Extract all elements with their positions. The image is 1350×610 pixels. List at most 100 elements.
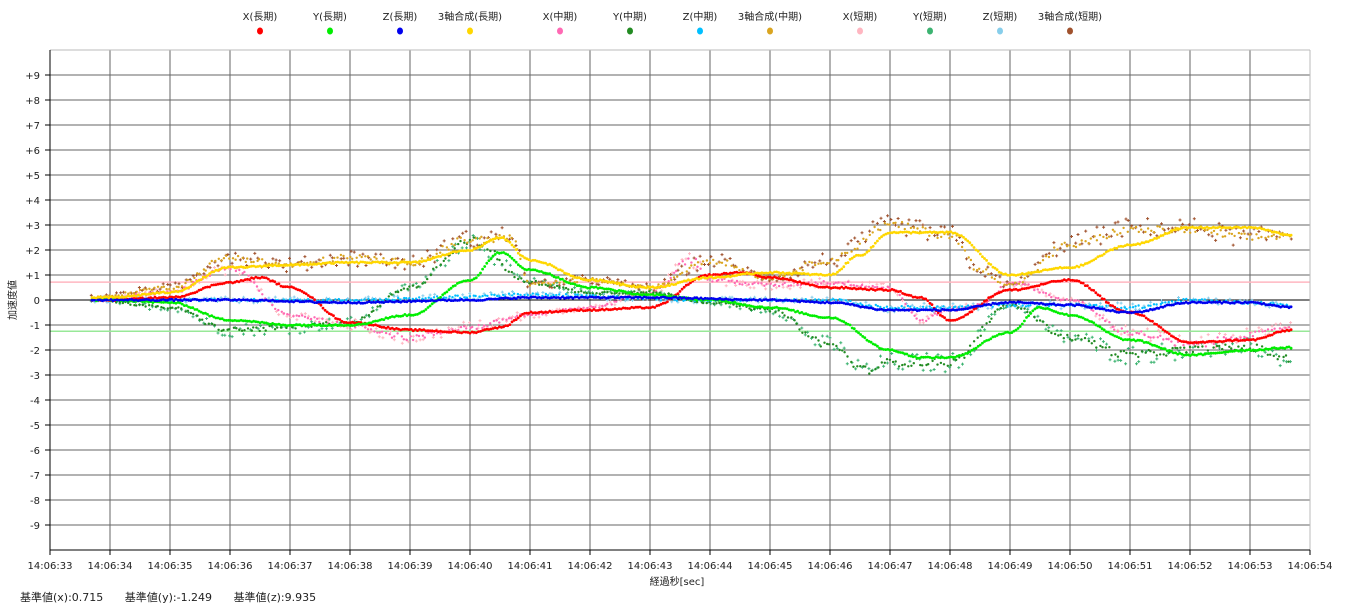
data-point <box>723 257 727 261</box>
data-point <box>1272 233 1276 236</box>
data-point <box>949 319 953 322</box>
data-point <box>485 261 489 265</box>
data-point <box>1207 339 1211 343</box>
data-point <box>927 317 930 320</box>
data-point <box>399 328 403 332</box>
data-point <box>1020 301 1024 304</box>
data-point <box>1059 307 1063 311</box>
data-point <box>709 302 713 306</box>
data-point <box>388 315 392 319</box>
data-point <box>393 300 396 304</box>
data-point <box>886 214 890 218</box>
data-point <box>1174 336 1177 340</box>
data-point <box>855 284 858 288</box>
data-point <box>176 310 180 314</box>
data-point <box>330 262 333 265</box>
data-point <box>450 242 453 246</box>
data-point <box>441 293 445 297</box>
data-point <box>607 296 610 300</box>
data-point <box>1257 354 1260 358</box>
data-point <box>1119 301 1123 305</box>
data-point <box>1075 314 1079 318</box>
data-point <box>681 271 684 274</box>
data-point <box>1137 332 1141 335</box>
data-point <box>408 285 411 288</box>
data-point <box>813 343 817 347</box>
data-point <box>463 296 466 299</box>
data-point <box>904 302 907 306</box>
data-point <box>498 258 501 262</box>
data-point <box>193 282 197 285</box>
data-point <box>523 267 526 271</box>
data-point <box>1149 304 1152 307</box>
data-point <box>611 288 615 292</box>
data-point <box>716 297 720 301</box>
data-point <box>1182 340 1186 344</box>
data-point <box>861 305 865 308</box>
data-point <box>1048 299 1052 303</box>
data-point <box>204 298 207 301</box>
data-point <box>495 326 499 330</box>
data-point <box>1105 318 1109 322</box>
data-point <box>1065 312 1068 316</box>
data-point <box>223 295 227 299</box>
data-point <box>985 298 988 302</box>
data-point <box>870 369 873 372</box>
data-point <box>579 308 583 311</box>
data-point <box>1262 348 1266 352</box>
data-point <box>510 243 514 247</box>
data-point <box>701 260 705 263</box>
data-point <box>856 358 860 362</box>
data-point <box>479 271 482 275</box>
data-point <box>978 304 982 308</box>
data-point <box>558 281 561 284</box>
data-point <box>724 264 728 267</box>
data-point <box>981 304 984 308</box>
data-point <box>1021 304 1024 307</box>
data-point <box>1218 344 1221 348</box>
data-point <box>247 274 250 277</box>
data-point <box>250 260 253 264</box>
data-point <box>649 293 652 296</box>
data-point <box>1262 302 1266 305</box>
data-point <box>888 289 892 292</box>
data-point <box>531 295 535 299</box>
data-point <box>315 324 319 327</box>
data-point <box>403 300 407 303</box>
data-point <box>407 313 411 317</box>
data-point <box>187 293 191 296</box>
data-point <box>378 261 382 265</box>
data-point <box>1145 327 1149 331</box>
data-point <box>229 267 232 271</box>
data-point <box>528 282 531 285</box>
data-point <box>926 308 930 312</box>
data-point <box>531 268 535 272</box>
data-point <box>274 307 277 311</box>
data-point <box>500 236 503 240</box>
data-point <box>1058 312 1062 315</box>
data-point <box>1122 349 1126 353</box>
data-point <box>462 249 466 253</box>
data-point <box>1287 306 1291 310</box>
data-point <box>1092 289 1096 292</box>
data-point <box>758 275 762 278</box>
data-point <box>373 330 376 333</box>
data-point <box>302 300 306 304</box>
data-point <box>724 297 728 301</box>
data-point <box>1048 293 1051 297</box>
data-point <box>430 257 434 260</box>
data-point <box>172 299 176 303</box>
data-point <box>338 323 342 327</box>
data-point <box>1183 230 1186 234</box>
data-point <box>1204 345 1208 348</box>
data-point <box>367 300 371 303</box>
data-point <box>1008 282 1011 286</box>
data-point <box>869 340 873 344</box>
data-point <box>447 326 451 330</box>
data-point <box>214 268 218 272</box>
data-point <box>138 291 141 295</box>
data-point <box>1025 316 1028 319</box>
data-point <box>990 312 994 316</box>
data-point <box>889 218 893 221</box>
data-point <box>457 328 460 332</box>
